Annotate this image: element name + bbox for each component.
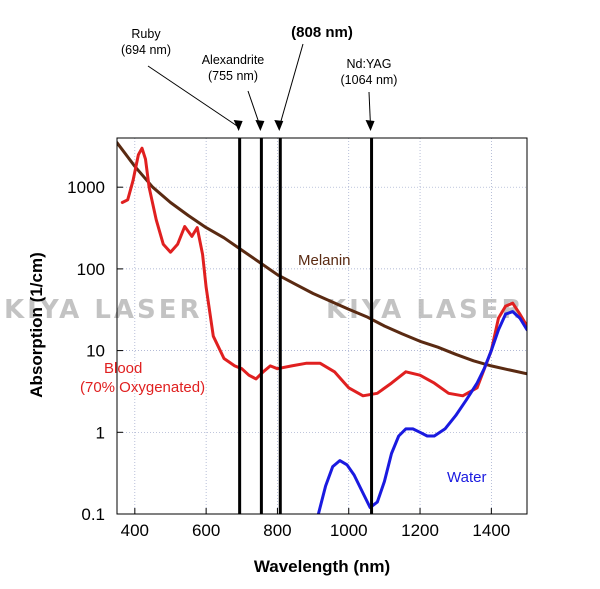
laser-label: (755 nm) <box>208 69 258 83</box>
x-tick-label: 600 <box>192 521 220 540</box>
grid <box>117 138 527 515</box>
y-tick-label: 100 <box>77 260 105 279</box>
laser-annotations: Ruby (694 nm) Alexandrite (755 nm) (808 nm) N… <box>121 24 398 131</box>
water-label: Water <box>447 469 486 486</box>
x-tick-label: 400 <box>121 521 149 540</box>
y-tick-label: 1 <box>96 423 105 442</box>
laser-pointer <box>147 65 239 128</box>
laser-label: (1064 nm) <box>341 73 398 87</box>
blood-sublabel: (70% Oxygenated) <box>80 379 205 396</box>
laser-pointer <box>278 43 304 128</box>
x-tick-label: 800 <box>263 521 291 540</box>
watermark-left: KIYA LASER <box>4 295 203 325</box>
laser-label: Nd:YAG <box>347 57 392 71</box>
laser-label: (808 nm) <box>291 24 353 41</box>
arrowhead <box>274 120 284 131</box>
x-tick-label: 1400 <box>472 521 510 540</box>
laser-label: (694 nm) <box>121 43 171 57</box>
arrowhead <box>365 120 375 131</box>
x-tick-label: 1000 <box>330 521 368 540</box>
blood-curve <box>120 146 527 398</box>
tick-labels: 400 600 800 1000 1200 1400 0.1 1 10 100 1000 <box>67 178 510 540</box>
y-tick-label: 0.1 <box>81 505 105 524</box>
arrowhead <box>233 120 243 131</box>
melanin-label: Melanin <box>298 252 351 269</box>
laser-lines <box>238 138 374 514</box>
series-layer <box>117 141 527 514</box>
melanin-curve <box>117 141 527 376</box>
y-axis-title: Absorption (1/cm) <box>27 252 46 397</box>
x-axis-title: Wavelength (nm) <box>254 557 390 576</box>
arrowhead <box>255 120 265 131</box>
laser-label: Ruby <box>131 27 161 41</box>
laser-label: Alexandrite <box>202 53 265 67</box>
plot-frame <box>116 137 528 515</box>
y-tick-label: 10 <box>86 342 105 361</box>
y-tick-label: 1000 <box>67 178 105 197</box>
blood-label: Blood <box>104 360 142 377</box>
x-tick-label: 1200 <box>401 521 439 540</box>
water-curve <box>316 310 527 514</box>
watermark-layer: KIYA LASER KIYA LASER <box>4 295 525 325</box>
watermark-right: KIYA LASER <box>326 295 525 325</box>
